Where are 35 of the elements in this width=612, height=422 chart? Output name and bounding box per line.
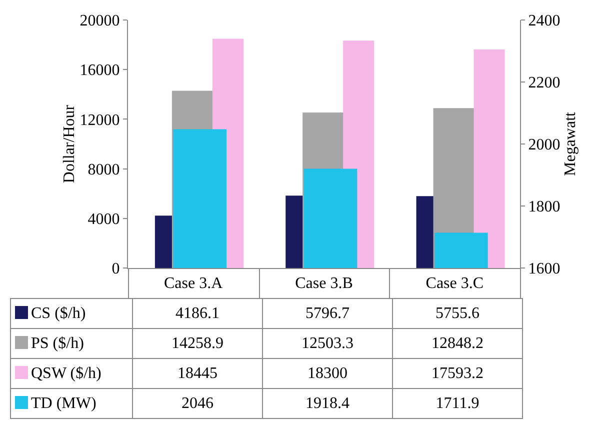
- y-tick-label: 20000: [80, 12, 120, 30]
- data-label: 12848.2: [392, 328, 522, 358]
- data-label: 4186.1: [132, 298, 262, 328]
- bar: [474, 49, 505, 268]
- y2-axis-title: Megawatt: [562, 111, 580, 176]
- data-label: 1918.4: [262, 388, 392, 418]
- y-tick-label: 12000: [80, 112, 120, 129]
- legend-label: CS ($/h): [31, 304, 86, 322]
- y-tick-label: 16000: [80, 62, 120, 80]
- data-label: 17593.2: [392, 358, 522, 388]
- y2-tick-label: 1600: [528, 260, 560, 278]
- y2-tick-label: 1800: [528, 198, 560, 216]
- y-tick-label: 4000: [88, 211, 120, 228]
- y2-tick-label: 2200: [528, 74, 560, 92]
- data-label: 5796.7: [262, 298, 392, 328]
- legend-label: PS ($/h): [31, 334, 84, 352]
- y-tick-label: 0: [112, 260, 120, 278]
- legend-label: TD (MW): [31, 394, 96, 412]
- data-label: 5755.6: [392, 298, 522, 328]
- y-tick-label: 8000: [88, 161, 120, 178]
- legend-label: QSW ($/h): [31, 364, 102, 382]
- y-axis-title: Dollar/Hour: [60, 104, 78, 184]
- y2-tick-label: 2400: [528, 12, 560, 30]
- data-label: 18300: [262, 358, 392, 388]
- data-label: 14258.9: [132, 328, 262, 358]
- data-label: 18445: [132, 358, 262, 388]
- data-label: 1711.9: [392, 388, 522, 418]
- x-tick-label: Case 3.B: [295, 275, 353, 292]
- x-tick-label: Case 3.C: [426, 275, 484, 292]
- data-label: 12503.3: [262, 328, 392, 358]
- bar: [416, 196, 434, 268]
- data-label: 2046: [132, 388, 262, 418]
- x-tick-label: Case 3.A: [164, 275, 224, 292]
- bar: [154, 216, 173, 268]
- y2-tick-label: 2000: [528, 136, 560, 154]
